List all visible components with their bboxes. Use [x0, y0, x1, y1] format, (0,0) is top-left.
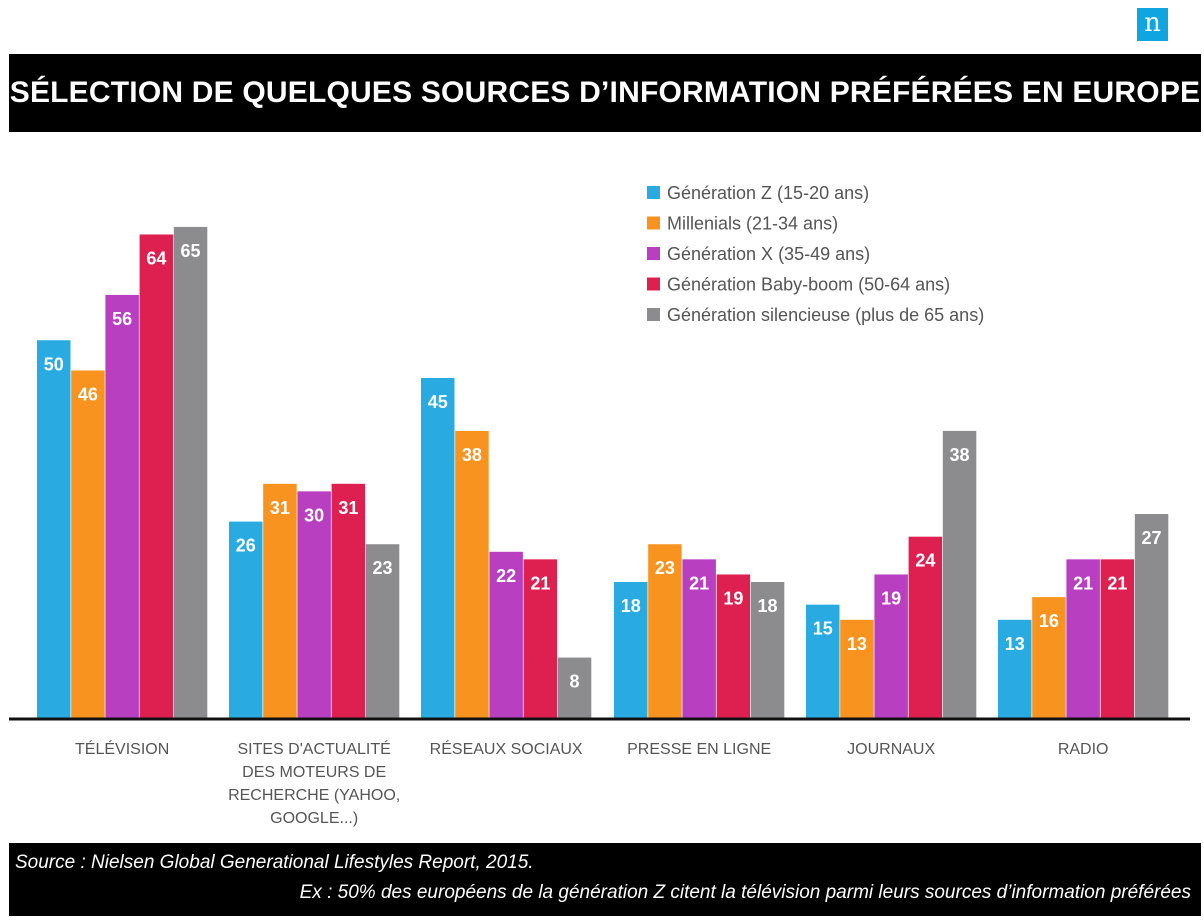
- legend-swatch-3: [647, 277, 660, 291]
- category-label-1-line1: DES MOTEURS DE: [242, 764, 386, 781]
- value-label-s1-c5: 16: [1039, 611, 1059, 631]
- value-label-s0-c3: 18: [621, 596, 641, 616]
- category-label-1-line2: RECHERCHE (YAHOO,: [228, 787, 400, 804]
- bar-s2-c2: [489, 551, 523, 718]
- bar-s2-c0: [105, 294, 139, 718]
- value-label-s3-c2: 21: [530, 573, 550, 593]
- bar-s3-c4: [908, 536, 943, 718]
- bar-s2-c1: [297, 491, 331, 718]
- bar-s4-c4: [942, 430, 977, 718]
- value-label-s3-c5: 21: [1107, 573, 1127, 593]
- value-label-s4-c5: 27: [1142, 528, 1162, 548]
- value-label-s4-c3: 18: [758, 596, 778, 616]
- legend-label-2: Génération X (35-49 ans): [667, 244, 870, 264]
- bar-s0-c3: [614, 582, 648, 718]
- chart-title: SÉLECTION DE QUELQUES SOURCES D’INFORMAT…: [9, 76, 1201, 109]
- value-label-s2-c2: 22: [496, 566, 516, 586]
- bar-s1-c2: [455, 430, 489, 718]
- value-label-s2-c5: 21: [1073, 573, 1093, 593]
- bar-s1-c1: [263, 483, 297, 718]
- bar-s3-c0: [139, 234, 174, 719]
- value-label-s1-c0: 46: [78, 384, 98, 404]
- bar-s0-c4: [806, 604, 840, 718]
- category-label-1-line0: SITES D'ACTUALITÉ: [237, 739, 390, 758]
- value-label-s1-c4: 13: [847, 634, 867, 654]
- value-label-s0-c1: 26: [236, 536, 256, 556]
- value-label-s0-c5: 13: [1005, 634, 1025, 654]
- legend-label-4: Génération silencieuse (plus de 65 ans): [667, 305, 984, 325]
- legend-label-3: Génération Baby-boom (50-64 ans): [667, 275, 950, 295]
- bar-s3-c3: [716, 574, 751, 718]
- bar-s1-c4: [840, 619, 874, 718]
- example-note: Ex : 50% des européens de la génération …: [299, 882, 1191, 903]
- category-label-5: RADIO: [1058, 741, 1109, 758]
- category-label-0: TÉLÉVISION: [75, 739, 169, 758]
- value-label-s2-c4: 19: [881, 588, 901, 608]
- category-label-2: RÉSEAUX SOCIAUX: [430, 739, 583, 758]
- bar-s1-c5: [1032, 597, 1066, 718]
- bar-s2-c4: [874, 574, 908, 718]
- legend-swatch-1: [647, 216, 660, 230]
- value-label-s0-c0: 50: [44, 354, 64, 374]
- legend-swatch-0: [647, 186, 660, 199]
- bar-s0-c0: [37, 340, 71, 718]
- source-text: Source : Nielsen Global Generational Lif…: [15, 852, 534, 873]
- bar-s4-c3: [750, 582, 785, 718]
- value-label-s4-c0: 65: [181, 241, 201, 261]
- bar-s0-c1: [229, 521, 263, 718]
- category-label-3: PRESSE EN LIGNE: [627, 741, 771, 758]
- bar-s0-c5: [998, 619, 1032, 718]
- legend-swatch-4: [647, 308, 660, 321]
- value-label-s3-c0: 64: [146, 248, 166, 268]
- value-label-s2-c1: 30: [304, 505, 324, 525]
- bar-s4-c2: [557, 657, 592, 718]
- bar-s0-c2: [421, 378, 455, 718]
- legend-label-0: Génération Z (15-20 ans): [667, 183, 869, 203]
- value-label-s3-c4: 24: [915, 551, 935, 571]
- bar-s3-c2: [523, 559, 558, 718]
- bar-s1-c3: [648, 544, 682, 718]
- bar-s4-c1: [365, 544, 400, 718]
- bar-s4-c5: [1134, 514, 1169, 718]
- legend-swatch-2: [647, 247, 660, 260]
- legend-label-1: Millenials (21-34 ans): [667, 214, 838, 234]
- category-label-1-line3: GOOGLE...): [270, 810, 358, 827]
- bar-s2-c5: [1066, 559, 1100, 718]
- title-bar: SÉLECTION DE QUELQUES SOURCES D’INFORMAT…: [9, 54, 1201, 132]
- value-label-s4-c4: 38: [950, 445, 970, 465]
- value-label-s0-c4: 15: [813, 619, 833, 639]
- nielsen-logo: n: [1137, 8, 1168, 41]
- bar-s1-c0: [71, 370, 105, 718]
- value-label-s4-c1: 23: [373, 558, 393, 578]
- value-label-s4-c2: 8: [570, 672, 580, 692]
- value-label-s1-c2: 38: [462, 445, 482, 465]
- value-label-s2-c0: 56: [112, 309, 132, 329]
- bar-s2-c3: [682, 559, 716, 718]
- bar-s3-c1: [331, 483, 366, 718]
- footer: Source : Nielsen Global Generational Lif…: [9, 843, 1201, 916]
- value-label-s0-c2: 45: [428, 392, 448, 412]
- bar-s4-c0: [173, 226, 208, 719]
- value-label-s1-c3: 23: [655, 558, 675, 578]
- value-label-s3-c3: 19: [723, 588, 743, 608]
- value-label-s2-c3: 21: [689, 573, 709, 593]
- value-label-s3-c1: 31: [338, 498, 358, 518]
- bar-s3-c5: [1100, 559, 1135, 718]
- value-label-s1-c1: 31: [270, 498, 290, 518]
- category-label-4: JOURNAUX: [847, 741, 935, 758]
